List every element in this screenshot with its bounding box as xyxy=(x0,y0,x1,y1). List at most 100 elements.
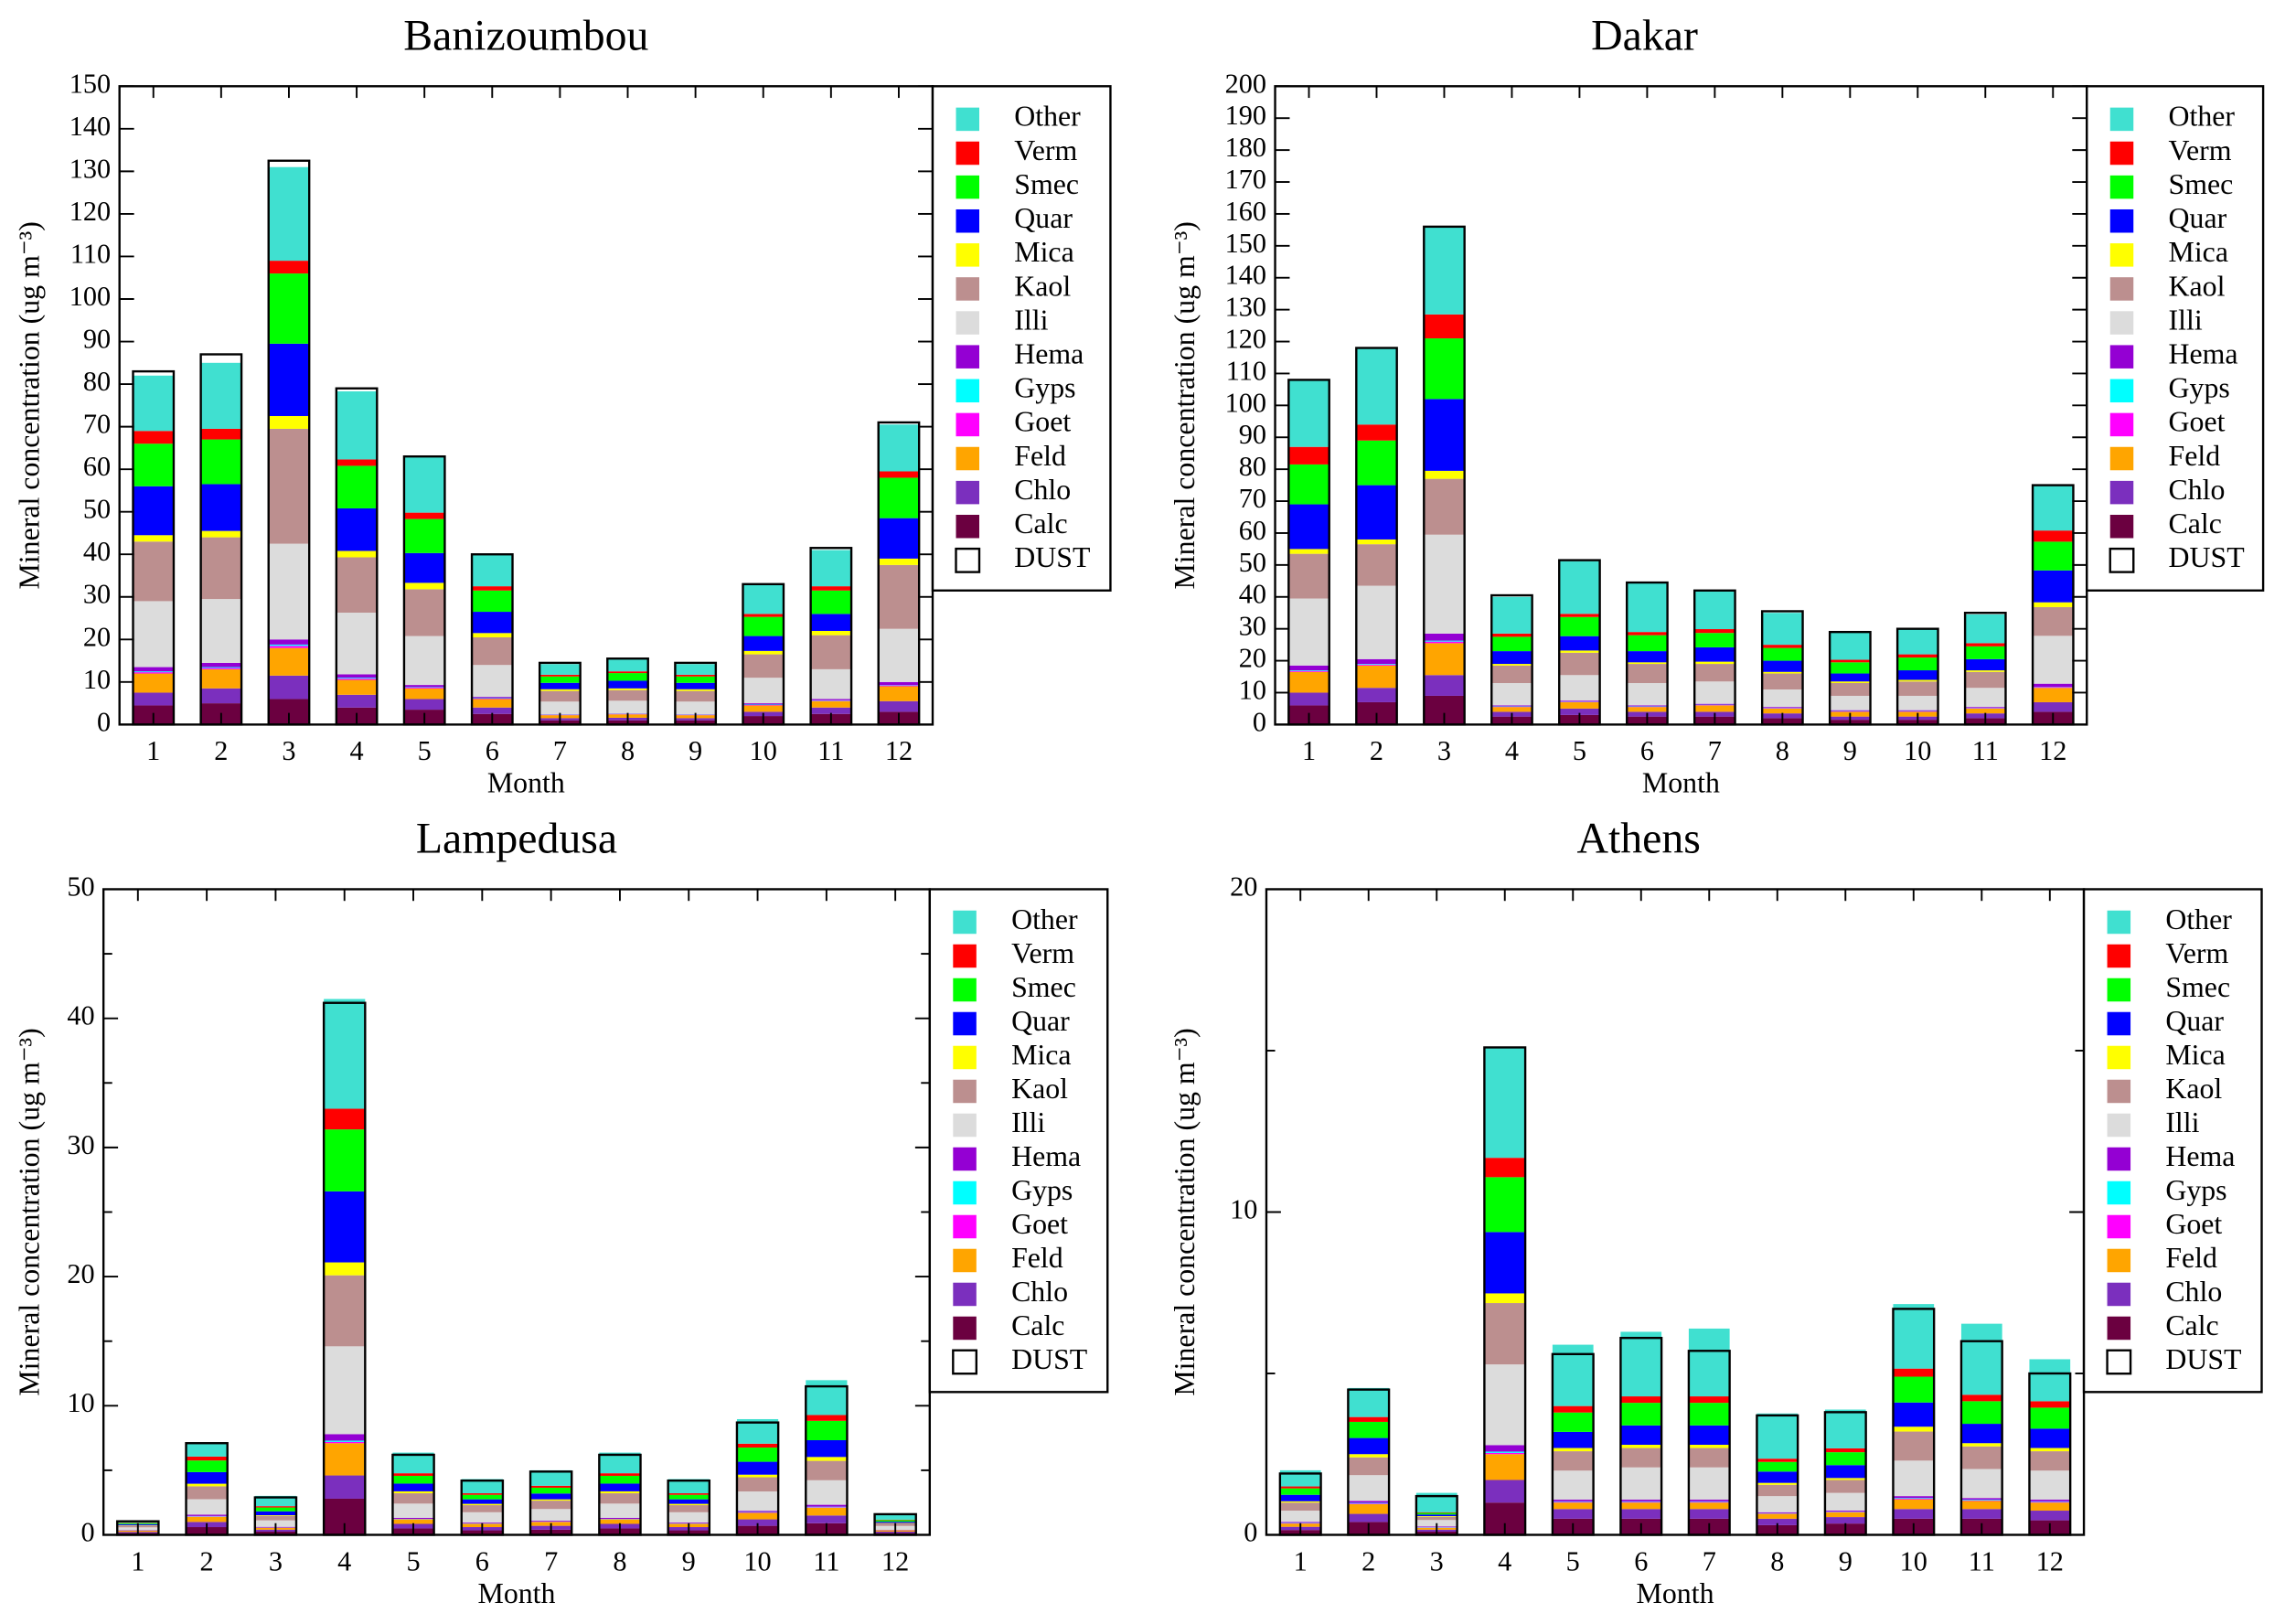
bar-segment xyxy=(810,635,852,669)
legend-swatch xyxy=(953,1011,977,1036)
bar-segment xyxy=(1897,710,1938,711)
bar-segment xyxy=(324,1443,366,1476)
bar-segment xyxy=(200,599,242,663)
y-tick-label: 50 xyxy=(83,494,111,525)
bar-segment xyxy=(736,1511,779,1512)
bar-segment xyxy=(1348,1457,1390,1476)
bar-segment xyxy=(806,1460,848,1480)
bar-segment xyxy=(268,166,310,262)
bar-segment xyxy=(1415,1492,1457,1512)
legend-swatch xyxy=(2109,514,2134,539)
bar-segment xyxy=(1893,1376,1935,1403)
bar-segment xyxy=(1484,1303,1526,1365)
y-tick-label: 10 xyxy=(1230,1193,1257,1224)
bar-segment xyxy=(599,1452,641,1474)
legend-label: Mica xyxy=(2169,236,2228,268)
bar-segment xyxy=(1830,662,1871,674)
bar-segment xyxy=(1620,1445,1662,1448)
bar-segment xyxy=(336,550,378,558)
legend-label: Quar xyxy=(2169,202,2227,234)
x-tick-label: 7 xyxy=(553,735,567,766)
bar-segment xyxy=(736,1491,779,1512)
bar-segment xyxy=(1627,683,1668,706)
bar-segment xyxy=(1279,1494,1321,1501)
legend-swatch xyxy=(2109,243,2134,267)
bar-segment xyxy=(607,659,648,672)
bar-segment xyxy=(530,1509,572,1521)
bar-segment xyxy=(472,665,513,698)
bar-segment xyxy=(186,1499,228,1515)
y-tick-label: 140 xyxy=(69,111,111,142)
legend-label: Smec xyxy=(1011,971,1076,1003)
bar-segment xyxy=(736,1448,779,1462)
bar-segment xyxy=(1620,1448,1662,1468)
y-tick-label: 150 xyxy=(1225,228,1266,259)
legend-swatch xyxy=(956,514,979,539)
bar-segment xyxy=(2033,530,2074,542)
y-tick-label: 120 xyxy=(69,196,111,227)
bar-segment xyxy=(1484,1048,1526,1159)
bar-segment xyxy=(1484,1293,1526,1304)
legend-swatch xyxy=(953,1316,977,1341)
bar-segment xyxy=(392,1452,434,1474)
bar-segment xyxy=(1960,1498,2002,1501)
panel: 1 2 3 4 5 6 7 8 9 10 11 120102030405060708090100110… xyxy=(13,11,1112,799)
x-tick-label: 2 xyxy=(1370,735,1383,766)
bar-segment xyxy=(1965,707,2006,709)
bar-segment xyxy=(1694,646,1735,662)
bar-segment xyxy=(1288,665,1329,671)
bar-segment xyxy=(1960,1323,2002,1395)
bar-segment xyxy=(1552,1470,1594,1501)
legend-swatch xyxy=(2107,978,2131,1002)
legend-swatch xyxy=(956,446,979,471)
bar-segment xyxy=(599,1503,641,1518)
bar-segment xyxy=(1762,660,1803,672)
bar-segment xyxy=(1893,1498,1935,1499)
bar-segment xyxy=(1893,1426,1935,1432)
bar-segment xyxy=(2029,1407,2071,1429)
y-tick-label: 30 xyxy=(1239,611,1266,642)
bar-segment xyxy=(336,465,378,508)
bar-segment xyxy=(1830,695,1871,710)
bar-segment xyxy=(392,1483,434,1491)
x-axis-label: Month xyxy=(478,1577,556,1609)
bar-segment xyxy=(1559,700,1600,702)
bar-segment xyxy=(268,644,310,646)
bar-segment xyxy=(2029,1359,2071,1402)
bar-segment xyxy=(742,614,784,617)
legend-swatch xyxy=(2109,107,2134,132)
bar-segment xyxy=(607,680,648,689)
bar-segment xyxy=(268,261,310,274)
legend-swatch xyxy=(2109,480,2134,505)
y-tick-label: 0 xyxy=(97,706,111,737)
bar-segment xyxy=(806,1504,848,1507)
y-axis-label: Mineral concentration (ug m⁻³) xyxy=(13,221,45,589)
bar-segment xyxy=(268,343,310,416)
x-tick-label: 6 xyxy=(475,1545,489,1576)
bar-segment xyxy=(1893,1460,1935,1497)
bar-segment xyxy=(539,689,581,691)
bar-segment xyxy=(806,1415,848,1421)
bar-segment xyxy=(336,612,378,675)
bar-segment xyxy=(1756,1512,1799,1513)
bar-segment xyxy=(186,1442,228,1457)
bar-segment xyxy=(607,700,648,714)
bar-segment xyxy=(1762,673,1803,689)
bar-segment xyxy=(599,1490,641,1494)
bar-segment xyxy=(810,700,852,708)
bar-segment xyxy=(1965,643,2006,646)
bar-segment xyxy=(392,1519,434,1524)
bar-segment xyxy=(1288,446,1329,465)
bar-segment xyxy=(1960,1401,2002,1425)
bar-segment xyxy=(461,1493,503,1495)
bar-segment xyxy=(1694,629,1735,634)
legend-swatch xyxy=(2107,1282,2131,1307)
legend-label: DUST xyxy=(2169,541,2245,573)
bar-segment xyxy=(1559,650,1600,653)
bar-segment xyxy=(1552,1502,1594,1510)
bar-segment xyxy=(1688,1501,1730,1503)
bar-segment xyxy=(461,1522,503,1523)
x-tick-label: 7 xyxy=(1703,1545,1716,1576)
bar-segment xyxy=(1356,544,1397,586)
